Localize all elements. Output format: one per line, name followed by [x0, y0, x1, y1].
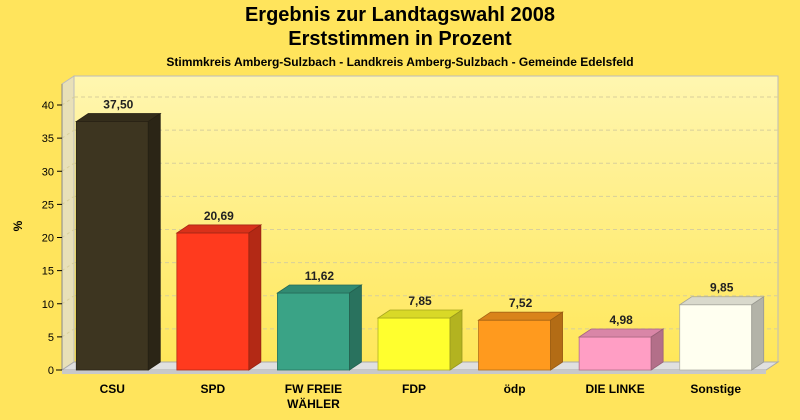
y-tick-label: 40: [42, 100, 54, 112]
bar: [477, 311, 564, 371]
y-tick-label: 35: [42, 133, 54, 145]
chart-title: Ergebnis zur Landtagswahl 2008: [244, 4, 556, 26]
chart-caption: Stimmkreis Amberg-Sulzbach - Landkreis A…: [166, 55, 634, 69]
y-tick-label: 5: [48, 332, 54, 344]
value-label: 20,69: [204, 209, 234, 223]
value-label: 4,98: [609, 313, 633, 327]
category-label: Sonstige: [690, 382, 741, 396]
y-axis-label: %: [11, 220, 25, 231]
bar: [577, 328, 665, 371]
y-tick-label: 25: [42, 199, 54, 211]
category-label: ödp: [504, 382, 526, 396]
value-label: 7,52: [509, 296, 533, 310]
y-tick-label: 20: [42, 233, 54, 245]
bar: [175, 224, 263, 371]
chart-subtitle: Erststimmen in Prozent: [288, 28, 512, 50]
y-axis: 0 5 10 15 20 25 30 35 40: [42, 84, 63, 377]
y-tick-label: 0: [48, 365, 54, 377]
y-tick-label: 10: [42, 299, 54, 311]
bar: [678, 295, 766, 371]
category-label: WÄHLER: [287, 396, 340, 411]
category-label: SPD: [201, 382, 226, 396]
value-label: 37,50: [103, 98, 133, 112]
y-tick-label: 30: [42, 166, 54, 178]
category-label: FW FREIE: [285, 382, 342, 396]
value-labels: 37,50 20,69 11,62 7,85 7,52 4,98 9,85: [103, 98, 733, 327]
value-label: 9,85: [710, 281, 734, 295]
y-tick-label: 15: [42, 266, 54, 278]
bar: [74, 112, 162, 371]
bar: [276, 284, 363, 371]
bar: [376, 309, 464, 371]
value-label: 11,62: [305, 269, 335, 283]
category-label: CSU: [100, 382, 125, 396]
value-label: 7,85: [408, 294, 432, 308]
category-label: DIE LINKE: [585, 382, 644, 396]
category-label: FDP: [402, 382, 426, 396]
bars: [74, 112, 766, 371]
